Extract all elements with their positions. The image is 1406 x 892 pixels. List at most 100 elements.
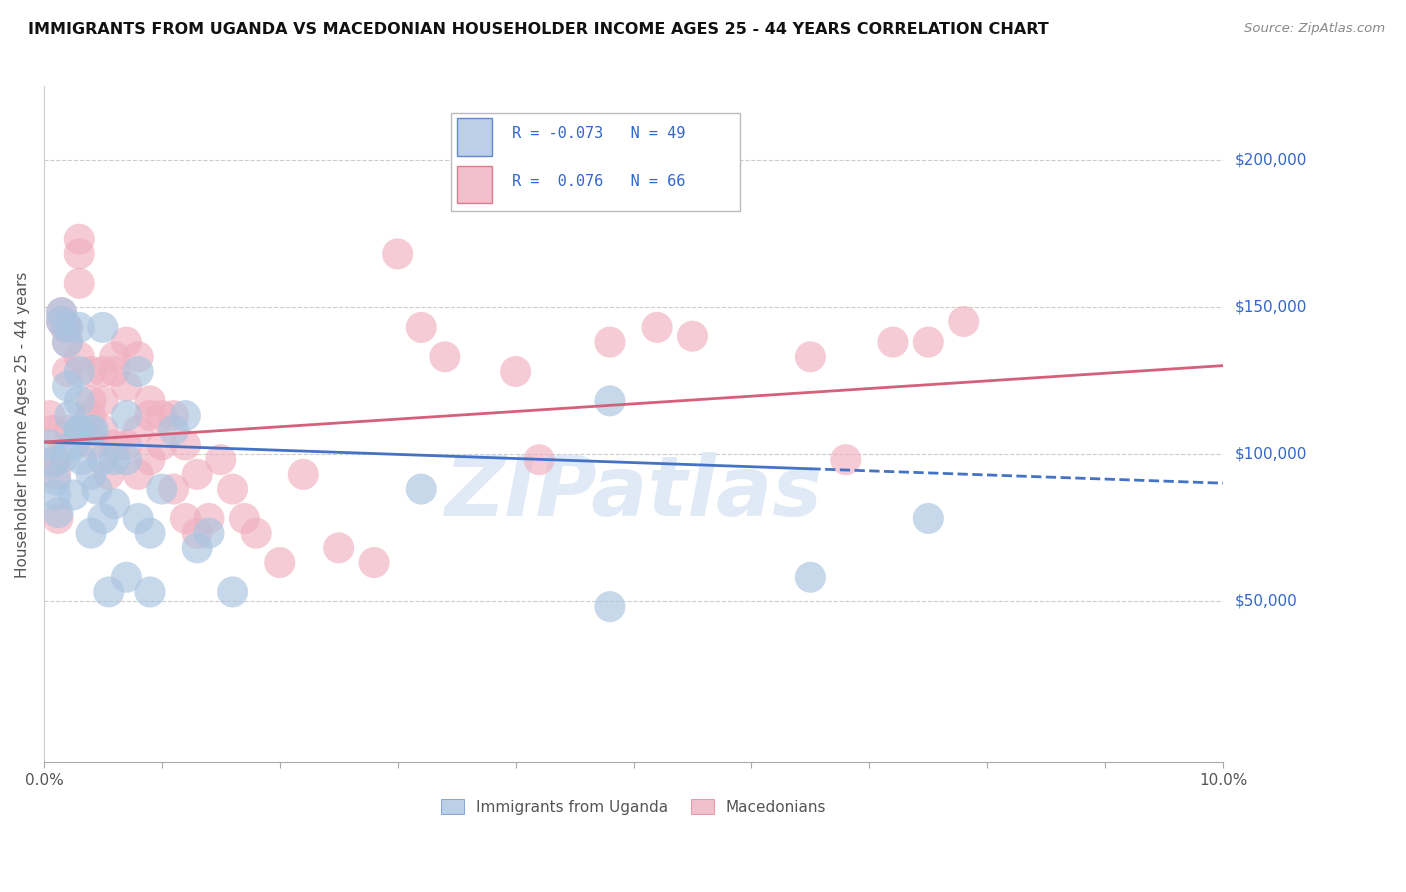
Point xyxy=(127,364,149,378)
Point xyxy=(115,409,138,423)
Point xyxy=(80,393,103,408)
Point xyxy=(127,423,149,437)
Point xyxy=(433,350,456,364)
Point xyxy=(51,306,73,320)
Text: $200,000: $200,000 xyxy=(1234,153,1306,168)
Point xyxy=(46,511,69,525)
Point xyxy=(80,364,103,378)
Text: Source: ZipAtlas.com: Source: ZipAtlas.com xyxy=(1244,22,1385,36)
Point xyxy=(363,556,385,570)
Point xyxy=(51,306,73,320)
Point xyxy=(328,541,350,555)
Point xyxy=(599,393,621,408)
Point xyxy=(411,482,433,496)
Point xyxy=(59,409,82,423)
Text: $100,000: $100,000 xyxy=(1234,446,1306,461)
Point xyxy=(82,438,104,452)
Point xyxy=(917,511,939,525)
Point xyxy=(59,423,82,437)
Point xyxy=(56,364,79,378)
Point xyxy=(115,438,138,452)
Point xyxy=(80,526,103,541)
Point xyxy=(174,438,197,452)
Point xyxy=(46,506,69,520)
Point xyxy=(104,497,127,511)
Point xyxy=(91,511,114,525)
Point xyxy=(645,320,668,334)
Text: R = -0.073   N = 49: R = -0.073 N = 49 xyxy=(512,126,686,141)
Point xyxy=(139,452,162,467)
Point xyxy=(599,335,621,350)
Point xyxy=(67,393,90,408)
Point xyxy=(67,423,90,437)
Point xyxy=(82,423,104,437)
Point xyxy=(233,511,256,525)
Point xyxy=(38,409,60,423)
Point xyxy=(209,452,232,467)
Point xyxy=(245,526,267,541)
Point xyxy=(174,511,197,525)
Point xyxy=(882,335,904,350)
Point xyxy=(104,452,127,467)
Point xyxy=(139,526,162,541)
Point xyxy=(53,450,76,464)
Bar xyxy=(457,166,492,203)
Point xyxy=(45,488,67,502)
Point xyxy=(527,452,550,467)
Point xyxy=(139,585,162,599)
Point xyxy=(150,409,173,423)
Point xyxy=(127,511,149,525)
Point xyxy=(56,335,79,350)
Point xyxy=(67,423,90,437)
Point xyxy=(67,364,90,378)
Point xyxy=(221,585,243,599)
Point xyxy=(292,467,315,482)
Point xyxy=(115,379,138,393)
Point xyxy=(115,452,138,467)
Point xyxy=(387,247,409,261)
Point xyxy=(80,467,103,482)
Point xyxy=(150,438,173,452)
Point xyxy=(56,320,79,334)
Point xyxy=(62,438,84,452)
Point xyxy=(62,488,84,502)
Point xyxy=(67,247,90,261)
Point xyxy=(139,393,162,408)
Point xyxy=(56,379,79,393)
Point xyxy=(221,482,243,496)
Point xyxy=(799,350,821,364)
Point xyxy=(952,314,974,328)
Text: IMMIGRANTS FROM UGANDA VS MACEDONIAN HOUSEHOLDER INCOME AGES 25 - 44 YEARS CORRE: IMMIGRANTS FROM UGANDA VS MACEDONIAN HOU… xyxy=(28,22,1049,37)
Point xyxy=(45,473,67,487)
Legend: Immigrants from Uganda, Macedonians: Immigrants from Uganda, Macedonians xyxy=(433,791,834,822)
Point xyxy=(104,364,127,378)
Text: $150,000: $150,000 xyxy=(1234,300,1306,314)
Point xyxy=(42,423,65,437)
Text: R =  0.076   N = 66: R = 0.076 N = 66 xyxy=(512,174,686,188)
Point xyxy=(505,364,527,378)
Point xyxy=(45,452,67,467)
Y-axis label: Householder Income Ages 25 - 44 years: Householder Income Ages 25 - 44 years xyxy=(15,271,30,578)
Point xyxy=(162,482,184,496)
Point xyxy=(91,320,114,334)
Point xyxy=(411,320,433,334)
Point xyxy=(80,423,103,437)
Point xyxy=(682,329,704,343)
Point xyxy=(91,423,114,437)
Point xyxy=(115,570,138,584)
Point xyxy=(115,335,138,350)
Point xyxy=(56,320,79,334)
Point xyxy=(104,350,127,364)
Point xyxy=(97,467,120,482)
Point xyxy=(917,335,939,350)
Point xyxy=(42,456,65,470)
Point xyxy=(70,452,93,467)
Point xyxy=(835,452,858,467)
Point xyxy=(186,541,208,555)
Bar xyxy=(457,119,492,156)
Point xyxy=(86,482,108,496)
Point xyxy=(162,423,184,437)
Point xyxy=(45,467,67,482)
Point xyxy=(51,314,73,328)
Point xyxy=(91,364,114,378)
